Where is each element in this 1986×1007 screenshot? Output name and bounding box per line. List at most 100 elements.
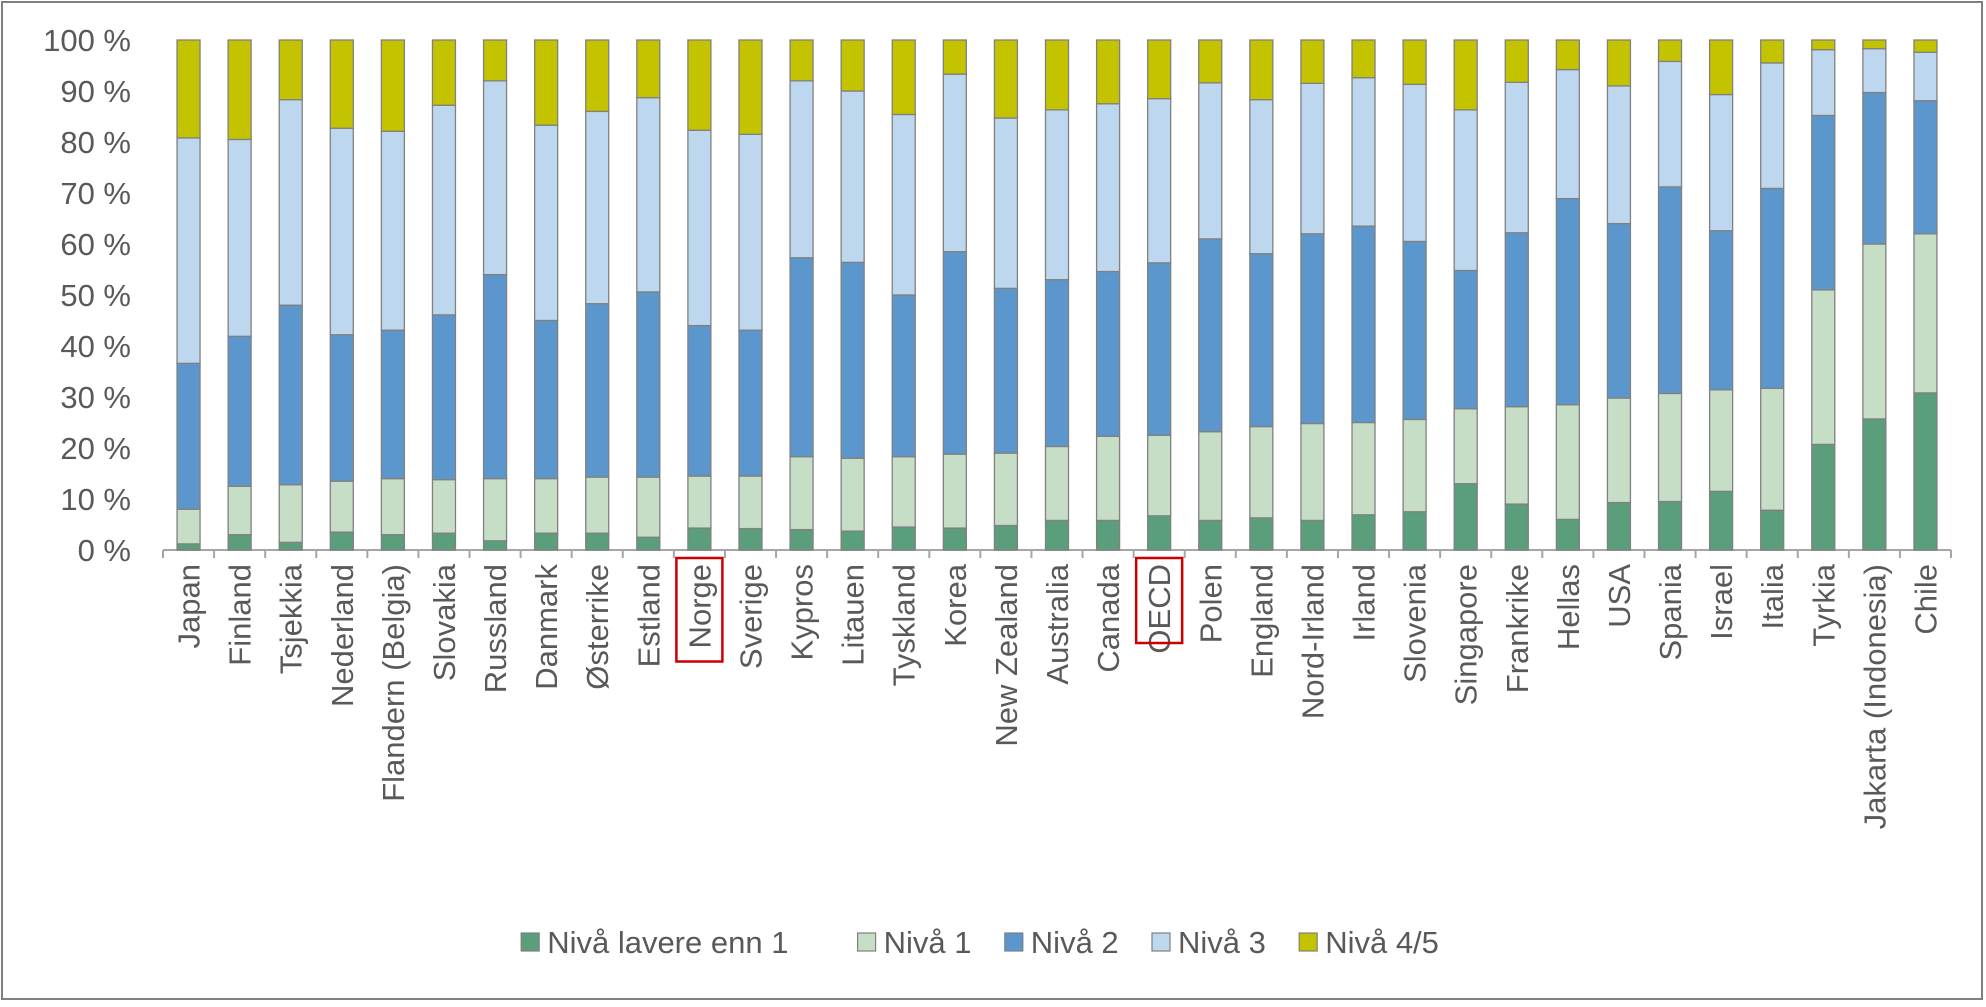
bar-segment-nivå-1 xyxy=(1095,435,1121,522)
bar-segment-nivå-2 xyxy=(891,294,916,458)
bar-segment-nivå-lavere-enn-1 xyxy=(942,527,967,551)
bar-segment-nivå-2 xyxy=(431,314,457,481)
bar-stack-flandern-belgia xyxy=(380,39,406,551)
y-tick-label: 10 % xyxy=(60,482,131,517)
bar-stack-england xyxy=(1249,39,1274,551)
bar-stack-estland xyxy=(636,39,661,551)
bar-segment-nivå-1 xyxy=(1300,422,1325,522)
x-category-label: Tyskland xyxy=(887,564,922,686)
bar-segment-nivå-lavere-enn-1 xyxy=(1862,418,1887,551)
bar-segment-nivå-1 xyxy=(431,478,457,534)
bar-stack-hellas xyxy=(1555,39,1581,551)
bar-segment-nivå-lavere-enn-1 xyxy=(1147,515,1172,551)
highlight-box-oecd xyxy=(1134,556,1184,645)
bar-segment-nivå-1 xyxy=(1504,406,1529,505)
bar-segment-nivå-lavere-enn-1 xyxy=(1913,392,1938,551)
bar-segment-nivå-3 xyxy=(1044,109,1070,281)
bar-stack-israel xyxy=(1708,39,1734,551)
bar-segment-nivå-lavere-enn-1 xyxy=(585,532,610,551)
x-category-label: Danmark xyxy=(529,564,564,690)
bar-segment-nivå-4-5 xyxy=(482,39,508,82)
bar-segment-nivå-1 xyxy=(1555,403,1581,521)
bar-stack-tyskland xyxy=(891,39,916,551)
bar-segment-nivå-4-5 xyxy=(1044,39,1070,111)
x-category-label: Finland xyxy=(223,564,258,666)
bar-segment-nivå-3 xyxy=(1249,99,1274,255)
bar-segment-nivå-1 xyxy=(1249,425,1274,519)
bar-stack-polen xyxy=(1198,39,1223,551)
bar-segment-nivå-2 xyxy=(533,319,559,480)
bar-segment-nivå-3 xyxy=(1708,93,1734,232)
x-category-label: Estland xyxy=(631,564,666,667)
bar-segment-nivå-2 xyxy=(993,287,1019,454)
bar-segment-nivå-3 xyxy=(1811,49,1836,117)
bar-stack-slovenia xyxy=(1402,39,1427,551)
x-category-label: OECD xyxy=(1142,564,1177,654)
bar-segment-nivå-3 xyxy=(1095,103,1121,273)
x-category-label: Australia xyxy=(1040,563,1075,684)
bar-segment-nivå-lavere-enn-1 xyxy=(1198,519,1223,551)
bar-segment-nivå-4-5 xyxy=(1555,39,1581,71)
bar-segment-nivå-lavere-enn-1 xyxy=(1657,500,1683,551)
bar-stack-finland xyxy=(227,39,252,551)
x-category-label: Tsjekkia xyxy=(274,563,309,674)
bar-segment-nivå-4-5 xyxy=(1198,39,1223,84)
bar-segment-nivå-4-5 xyxy=(380,39,406,132)
bar-segment-nivå-lavere-enn-1 xyxy=(329,531,354,551)
x-category-label: Nord-Irland xyxy=(1295,564,1330,719)
bar-segment-nivå-4-5 xyxy=(1402,39,1427,86)
x-category-label: Spania xyxy=(1653,563,1688,660)
bar-segment-nivå-3 xyxy=(482,80,508,276)
bar-segment-nivå-4-5 xyxy=(942,39,967,75)
bar-segment-nivå-4-5 xyxy=(1351,39,1376,79)
bar-stack-nord-irland xyxy=(1300,39,1325,551)
bar-segment-nivå-2 xyxy=(840,261,865,459)
bar-segment-nivå-3 xyxy=(431,104,457,316)
bar-segment-nivå-1 xyxy=(1811,289,1836,446)
bar-segment-nivå-lavere-enn-1 xyxy=(176,543,201,551)
x-category-label: Østerrike xyxy=(580,564,615,690)
bar-segment-nivå-3 xyxy=(176,137,201,364)
bar-segment-nivå-4-5 xyxy=(1300,39,1325,84)
bar-stack-danmark xyxy=(533,39,559,551)
bar-stack-irland xyxy=(1351,39,1376,551)
bars-layer xyxy=(176,39,1938,551)
bar-segment-nivå-2 xyxy=(1760,187,1785,389)
bar-segment-nivå-lavere-enn-1 xyxy=(1760,509,1785,551)
bar-segment-nivå-3 xyxy=(1147,98,1172,264)
bar-segment-nivå-2 xyxy=(1453,269,1478,410)
bar-stack-australia xyxy=(1044,39,1070,551)
x-category-label: Flandern (Belgia) xyxy=(376,564,411,802)
legend-label: Nivå lavere enn 1 xyxy=(547,925,788,960)
bar-segment-nivå-lavere-enn-1 xyxy=(533,532,559,551)
bar-segment-nivå-1 xyxy=(636,476,661,538)
bar-segment-nivå-lavere-enn-1 xyxy=(1453,483,1478,551)
bar-segment-nivå-3 xyxy=(278,99,303,306)
bar-stack-kypros xyxy=(789,39,814,551)
y-tick-label: 70 % xyxy=(60,176,131,211)
bar-segment-nivå-2 xyxy=(1198,238,1223,433)
legend: Nivå lavere enn 1 Nivå 1 Nivå 2 Nivå 3 Nivå … xyxy=(520,925,1439,960)
bar-segment-nivå-lavere-enn-1 xyxy=(891,526,916,551)
x-category-label: England xyxy=(1244,564,1279,678)
bar-segment-nivå-lavere-enn-1 xyxy=(1555,518,1581,551)
x-category-label: Israel xyxy=(1704,564,1739,640)
bar-segment-nivå-3 xyxy=(1504,81,1529,234)
bar-segment-nivå-2 xyxy=(738,329,763,477)
bar-segment-nivå-lavere-enn-1 xyxy=(380,534,406,551)
bar-segment-nivå-4-5 xyxy=(227,39,252,141)
bar-segment-nivå-1 xyxy=(1760,387,1785,511)
x-category-label: Canada xyxy=(1091,563,1126,672)
bar-segment-nivå-lavere-enn-1 xyxy=(482,540,508,551)
bar-segment-nivå-1 xyxy=(840,457,865,532)
category-labels: Japan Finland Tsjekkia Nederland Flandern (B… xyxy=(172,556,1943,829)
bar-segment-nivå-1 xyxy=(1044,445,1070,522)
bar-segment-nivå-3 xyxy=(1606,85,1632,225)
bar-segment-nivå-1 xyxy=(482,477,508,542)
bar-segment-nivå-4-5 xyxy=(176,39,201,139)
bar-stack-slovakia xyxy=(431,39,457,551)
bar-segment-nivå-1 xyxy=(1147,434,1172,517)
bar-stack-frankrike xyxy=(1504,39,1529,551)
bar-segment-nivå-4-5 xyxy=(1249,39,1274,101)
bar-segment-nivå-3 xyxy=(993,117,1019,290)
